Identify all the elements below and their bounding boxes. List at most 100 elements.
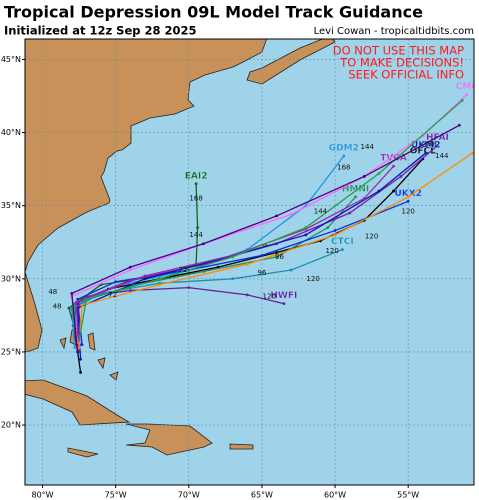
- track-point: [85, 297, 88, 301]
- y-tick-label: 30°N: [1, 274, 21, 283]
- track-point: [289, 213, 293, 216]
- y-tick-label: 20°N: [1, 421, 21, 430]
- track-point: [362, 175, 366, 178]
- model-label: CMC: [456, 82, 479, 92]
- track-point: [73, 346, 77, 349]
- track-point: [326, 226, 330, 230]
- track-point: [245, 293, 249, 297]
- track-point: [399, 175, 403, 178]
- track-point: [202, 242, 205, 246]
- track-point: [79, 357, 82, 361]
- track-point: [76, 350, 80, 354]
- track-point: [392, 164, 395, 168]
- track-point: [304, 233, 308, 237]
- track-point: [289, 268, 293, 272]
- track-point: [406, 195, 410, 199]
- track-point: [67, 306, 71, 310]
- track-point: [342, 154, 346, 158]
- track-point: [377, 172, 381, 175]
- track-point: [79, 371, 82, 374]
- hour-label: 48: [48, 288, 57, 296]
- track-point: [187, 286, 191, 289]
- model-label: HFAI: [426, 133, 449, 143]
- track-point: [354, 195, 357, 199]
- model-label: HWFI: [270, 291, 297, 301]
- hour-label: 48: [53, 303, 62, 311]
- track-point: [348, 211, 352, 215]
- y-tick-label: 25°N: [1, 347, 21, 356]
- hour-label: 168: [337, 164, 350, 172]
- track-point: [128, 268, 132, 272]
- x-tick-label: 80°W: [32, 491, 54, 500]
- hour-label: 144: [189, 231, 203, 239]
- track-point: [333, 233, 337, 237]
- track-point: [333, 229, 337, 232]
- model-label: GDM2: [329, 143, 359, 153]
- model-label: EAI2: [185, 171, 208, 181]
- warning: DO NOT USE THIS MAP: [333, 44, 464, 58]
- x-tick-label: 70°W: [178, 491, 200, 500]
- hour-label: 168: [423, 140, 436, 148]
- frame: [24, 38, 475, 486]
- x-tick-label: 65°W: [251, 491, 273, 500]
- track-point: [377, 189, 381, 193]
- track-point: [196, 226, 199, 230]
- hour-label: 120: [325, 247, 338, 255]
- track-point: [74, 300, 78, 304]
- track-point: [158, 277, 161, 281]
- track-point: [114, 280, 118, 284]
- model-label: TVCA: [380, 154, 407, 164]
- hour-label: 120: [365, 232, 378, 240]
- y-tick-label: 35°N: [1, 201, 21, 210]
- title: Tropical Depression 09L Model Track Guid…: [4, 3, 423, 22]
- track-point: [80, 343, 84, 347]
- x-tick-label: 60°W: [324, 491, 346, 500]
- track-point: [158, 283, 161, 287]
- track-point: [128, 289, 132, 292]
- hour-label: 120: [263, 292, 276, 300]
- warning: TO MAKE DECISIONS!: [339, 56, 464, 70]
- hour-label: 144: [314, 208, 328, 216]
- track-point: [143, 277, 147, 281]
- model-label: CTCI: [331, 237, 354, 247]
- model-label: UKX2: [394, 189, 421, 199]
- hour-label: 144: [435, 152, 449, 160]
- track-point: [465, 93, 469, 96]
- track-point: [231, 255, 235, 259]
- track-point: [275, 214, 278, 218]
- x-tick-label: 75°W: [105, 491, 127, 500]
- model-label: HMNI: [342, 184, 369, 194]
- track-point: [362, 196, 366, 200]
- y-tick-label: 45°N: [1, 55, 21, 64]
- hour-label: 120: [401, 208, 414, 216]
- track-point: [260, 254, 264, 257]
- track-point: [245, 262, 249, 266]
- warning: SEEK OFFICIAL INFO: [348, 68, 464, 82]
- track-point: [143, 274, 147, 278]
- track-point: [406, 199, 410, 203]
- track-point: [282, 302, 286, 306]
- track-point: [460, 99, 464, 102]
- track-point: [77, 346, 81, 349]
- track-point: [457, 123, 461, 127]
- model-label: OFCL: [410, 146, 436, 156]
- x-tick-label: 55°W: [397, 491, 419, 500]
- track-point: [424, 151, 428, 155]
- track-point: [128, 265, 132, 269]
- subtitle: Initialized at 12z Sep 28 2025: [4, 24, 197, 38]
- track-point: [70, 292, 74, 295]
- hour-label: 96: [275, 253, 284, 261]
- track-point: [392, 189, 395, 193]
- hour-label: 168: [189, 194, 202, 202]
- track-point: [436, 144, 439, 148]
- track-point: [275, 251, 278, 254]
- hour-label: 120: [306, 275, 319, 283]
- hour-label: 144: [361, 143, 375, 151]
- hour-label: 72: [178, 266, 187, 274]
- track-point: [80, 303, 84, 307]
- track-point: [275, 255, 278, 259]
- hour-label: 72: [108, 291, 117, 299]
- track-point: [70, 308, 74, 311]
